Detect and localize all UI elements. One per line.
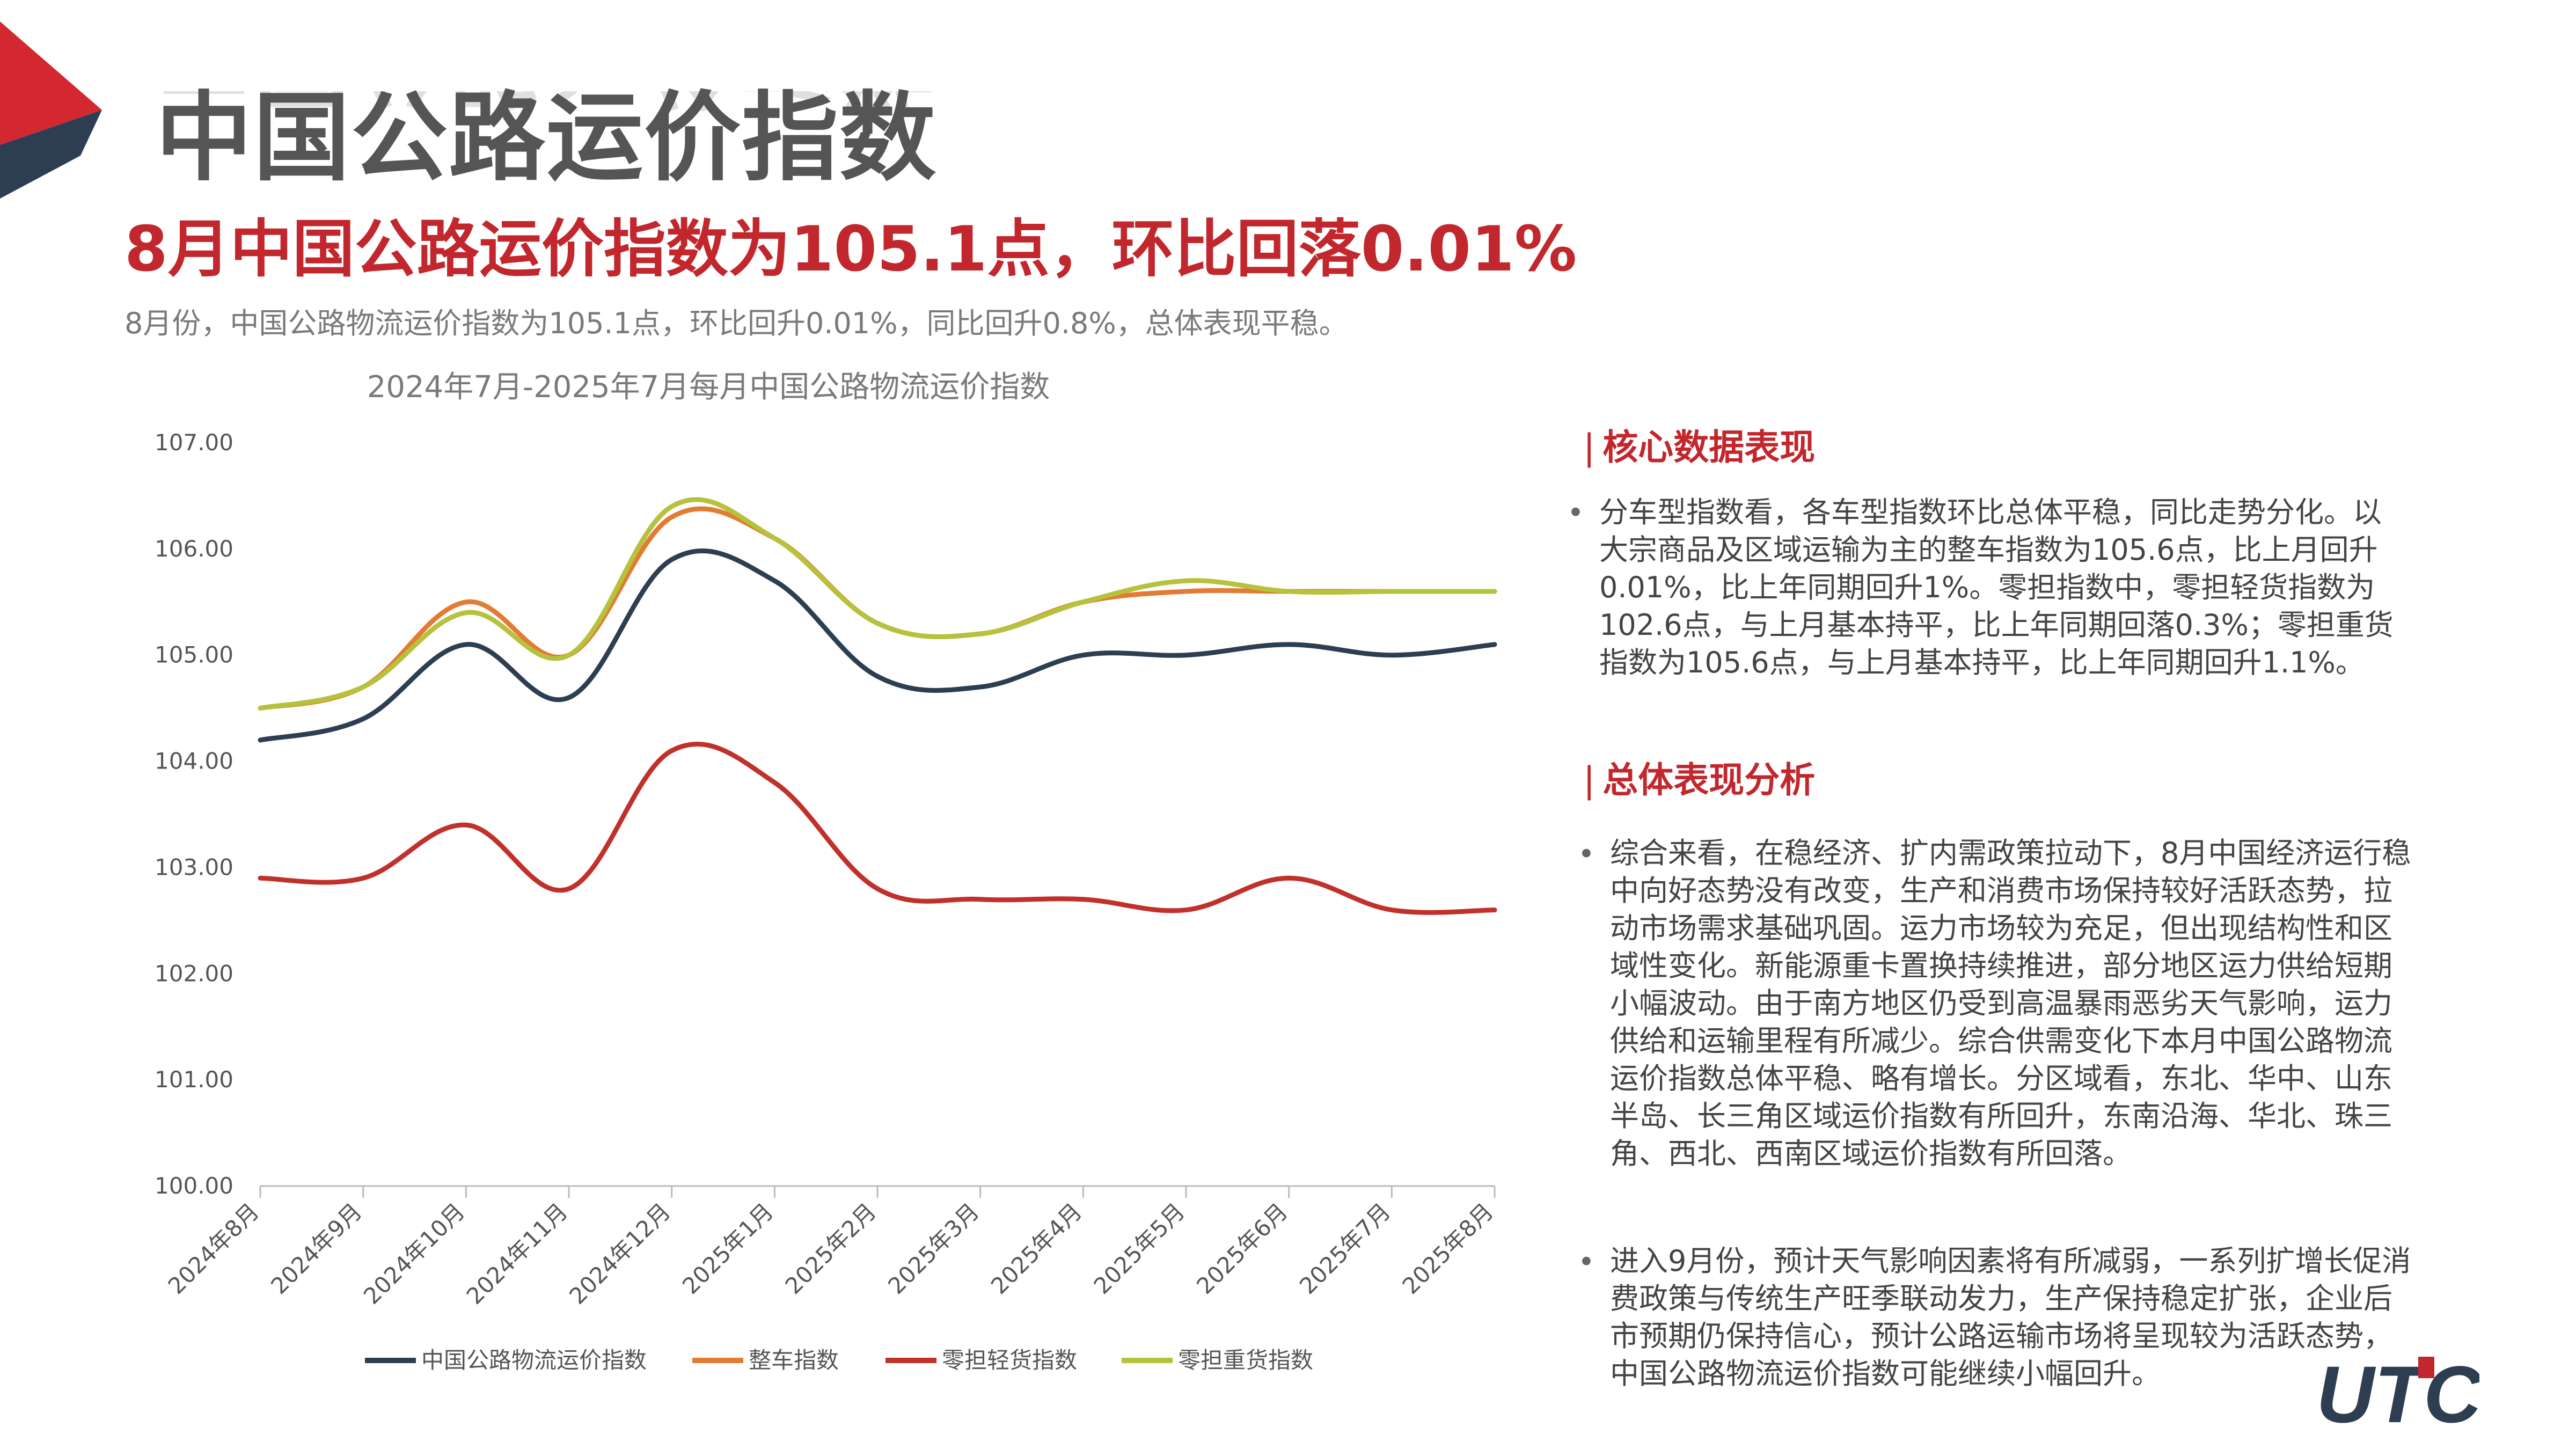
chart-title: 2024年7月-2025年7月每月中国公路物流运价指数 — [367, 370, 1050, 405]
y-tick-label: 103.00 — [155, 854, 233, 880]
core-heading-text: 核心数据表现 — [1602, 427, 1816, 468]
x-tick-label: 2024年12月 — [564, 1198, 675, 1309]
x-tick-label: 2025年4月 — [986, 1198, 1087, 1299]
y-tick-label: 106.00 — [155, 536, 233, 562]
analysis-paragraph-2: 进入9月份，预计天气影响因素将有所减弱，一系列扩增长促消费政策与传统生产旺季联动… — [1610, 1244, 2411, 1391]
line-chart: 2024年7月-2025年7月每月中国公路物流运价指数 100.00 101.00… — [155, 370, 1499, 1373]
bullet-dot: • — [1578, 1245, 1595, 1279]
y-tick-label: 101.00 — [155, 1066, 233, 1093]
series-line-3 — [258, 742, 1497, 915]
corner-arrow-decoration — [0, 21, 102, 199]
summary-text: 8月份，中国公路物流运价指数为105.1点，环比回升0.01%，同比回升0.8%… — [125, 306, 1348, 340]
logo-text: UTC — [2318, 1349, 2479, 1439]
analysis-heading-text: 总体表现分析 — [1602, 759, 1816, 801]
x-tick-label: 2024年11月 — [462, 1198, 573, 1309]
x-tick-label: 2025年3月 — [883, 1198, 984, 1299]
legend-label: 零担重货指数 — [1178, 1347, 1313, 1373]
y-tick-label: 104.00 — [155, 748, 233, 774]
legend-label: 整车指数 — [749, 1347, 839, 1373]
x-tick-label: 2024年9月 — [266, 1198, 367, 1299]
x-tick-label: 2025年2月 — [780, 1198, 882, 1299]
utc-logo: UTC — [2318, 1349, 2479, 1439]
series-line-4 — [258, 497, 1497, 711]
bullet-dot: • — [1578, 837, 1595, 871]
analysis-section-heading: | 总体表现分析 — [1583, 751, 1815, 803]
legend-label: 零担轻货指数 — [942, 1347, 1077, 1373]
analysis-paragraph-1: 综合来看，在稳经济、扩内需政策拉动下，8月中国经济运行稳中向好态势没有改变，生产… — [1610, 836, 2411, 1170]
page-title-reflection: 中国公路运价指数 — [156, 91, 937, 141]
y-tick-label: 102.00 — [155, 960, 233, 986]
legend-label: 中国公路物流运价指数 — [421, 1347, 647, 1373]
x-tick-label: 2025年7月 — [1294, 1198, 1396, 1299]
series-line-1 — [258, 548, 1497, 743]
page-title: 中国公路运价指数 — [156, 82, 938, 194]
core-section-heading: | 核心数据表现 — [1583, 419, 1815, 470]
x-tick-label: 2025年5月 — [1089, 1198, 1190, 1299]
y-tick-label: 107.00 — [155, 429, 233, 456]
x-tick-label: 2025年1月 — [677, 1198, 779, 1299]
heading-bar: | — [1583, 759, 1596, 801]
heading-bar: | — [1583, 427, 1596, 468]
y-tick-label: 100.00 — [155, 1173, 233, 1199]
bullet-dot: • — [1567, 496, 1584, 530]
x-tick-label: 2024年8月 — [163, 1198, 265, 1299]
x-tick-label: 2025年8月 — [1397, 1198, 1499, 1299]
headline: 8月中国公路运价指数为105.1点，环比回落0.01% — [125, 213, 1577, 286]
core-section-text: 分车型指数看，各车型指数环比总体平稳，同比走势分化。以大宗商品及区域运输为主的整… — [1599, 495, 2394, 679]
x-tick-label: 2025年6月 — [1191, 1198, 1293, 1299]
logo-accent-bar — [2418, 1357, 2434, 1378]
x-tick-label: 2024年10月 — [358, 1198, 470, 1309]
y-tick-label: 105.00 — [155, 642, 233, 668]
